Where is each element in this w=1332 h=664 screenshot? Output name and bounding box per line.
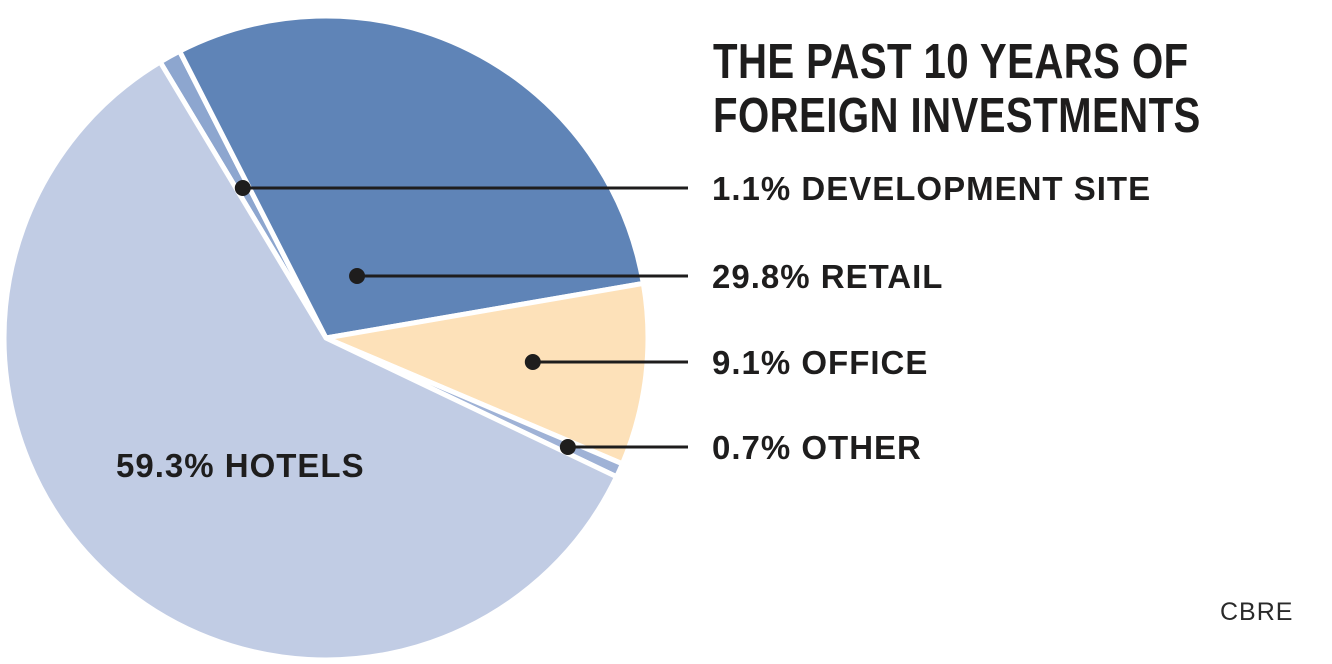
slice-label-development-site: 1.1% DEVELOPMENT SITE <box>712 170 1151 207</box>
slice-labels: 1.1% DEVELOPMENT SITE 29.8% RETAIL 9.1% OF… <box>116 170 1151 484</box>
pie-slices <box>1 13 651 663</box>
source-credit: CBRE <box>1220 598 1294 626</box>
chart-title-line-1: THE PAST 10 YEARS OF <box>713 35 1189 89</box>
pie-slice-retail <box>177 13 646 341</box>
callout-dot-retail <box>349 268 366 284</box>
chart-title-line-2: FOREIGN INVESTMENTS <box>713 89 1201 143</box>
callout-dot-other <box>559 439 576 455</box>
slice-label-retail: 29.8% RETAIL <box>712 258 943 295</box>
pie-slice-hotels <box>1 59 620 663</box>
slice-label-other: 0.7% OTHER <box>712 429 922 466</box>
slice-label-office: 9.1% OFFICE <box>712 344 928 381</box>
callout-dot-development-site <box>234 180 251 196</box>
callout-leaders <box>234 180 688 455</box>
pie-slice-office <box>323 280 651 467</box>
callout-dot-office <box>524 354 541 370</box>
slice-label-hotels: 59.3% HOTELS <box>116 447 365 484</box>
